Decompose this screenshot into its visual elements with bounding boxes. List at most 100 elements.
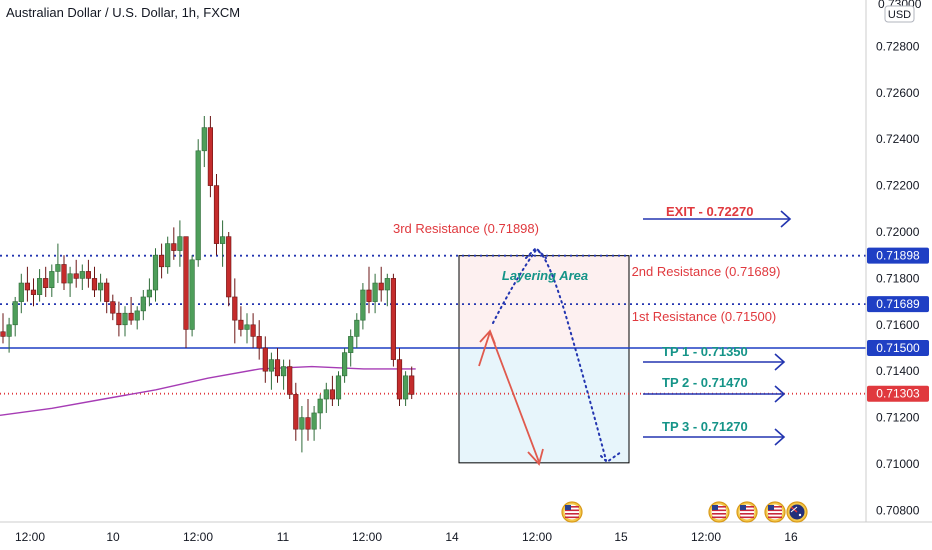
price-tick-label: 0.71600 xyxy=(876,318,920,332)
candle-body xyxy=(189,259,195,330)
flag-stripe xyxy=(740,509,754,512)
candle-body xyxy=(195,150,201,261)
candle-body xyxy=(134,310,140,321)
candle-body xyxy=(323,389,329,400)
price-badges: 0.71898 0.71689 0.71500 0.71303 xyxy=(867,247,929,402)
flag-stripe xyxy=(740,513,754,515)
candle-body xyxy=(152,254,159,291)
candle-body xyxy=(274,359,281,377)
price-badge-r3 xyxy=(867,247,929,264)
candle-body xyxy=(317,398,323,414)
price-scale[interactable]: 0.73000 0.728000.726000.724000.722000.72… xyxy=(865,0,932,550)
time-label: 12:00 xyxy=(15,530,45,544)
candle-body xyxy=(250,324,256,337)
time-label: 11 xyxy=(277,530,290,544)
time-label: 14 xyxy=(445,530,459,544)
chart-title: Australian Dollar / U.S. Dollar, 1h, FXC… xyxy=(6,5,241,20)
time-label: 12:00 xyxy=(352,530,382,544)
price-badge-label-last: 0.71303 xyxy=(876,387,920,401)
price-tick-label: 0.71800 xyxy=(876,271,920,285)
candle-body xyxy=(30,289,37,295)
tp2-label: TP 2 - 0.71470 xyxy=(662,375,748,390)
time-label: 16 xyxy=(784,530,798,544)
tp3-arrow-head xyxy=(774,428,786,446)
candle-body xyxy=(232,296,238,321)
flag-stripe xyxy=(768,506,782,508)
candle-body xyxy=(335,375,342,400)
candle-body xyxy=(12,301,18,326)
candle-body xyxy=(372,282,378,302)
price-badge-label-r3: 0.71898 xyxy=(876,249,920,263)
flag-star xyxy=(798,513,802,517)
scenario-arrows xyxy=(478,210,792,466)
price-tick-label: 0.71400 xyxy=(876,364,920,378)
us-flag-icon[interactable] xyxy=(708,501,730,523)
candle-body xyxy=(43,278,49,288)
currency-badge-box[interactable] xyxy=(884,5,915,23)
flag-canton xyxy=(712,505,718,510)
candle-body xyxy=(348,336,354,353)
candle-body xyxy=(61,264,67,284)
candle-body xyxy=(122,312,128,326)
candle-body xyxy=(244,324,250,330)
candle-body xyxy=(55,264,61,272)
resistance-1-label: 1st Resistance (0.71500) xyxy=(632,309,777,324)
candle-body xyxy=(146,289,153,298)
candle-body xyxy=(85,271,91,279)
price-tick-label: 0.70800 xyxy=(876,503,920,517)
flag-stripe xyxy=(740,506,754,508)
layering-area-label: Layering Area xyxy=(502,268,588,283)
candle-body xyxy=(280,366,287,377)
price-badge-r2 xyxy=(867,296,929,313)
flag-cross xyxy=(790,506,798,513)
tp1-label: TP 1 - 0.71350 xyxy=(662,344,748,359)
tp3-label: TP 3 - 0.71270 xyxy=(662,419,748,434)
flag-stripe xyxy=(712,513,726,515)
currency-badge[interactable]: USD xyxy=(888,9,911,21)
candle-body xyxy=(293,394,299,430)
blue-scenario-path xyxy=(492,248,607,461)
time-label: 12:00 xyxy=(691,530,721,544)
price-badge-r1 xyxy=(867,340,929,356)
candle-body xyxy=(305,417,311,430)
candle-body xyxy=(256,336,262,349)
candle-body xyxy=(341,352,348,377)
resistance-3-label: 3rd Resistance (0.71898) xyxy=(393,221,539,236)
time-label: 12:00 xyxy=(183,530,213,544)
candle-body xyxy=(79,271,85,279)
time-label: 12:00 xyxy=(522,530,552,544)
candle-body xyxy=(384,278,390,291)
candle-body xyxy=(213,185,220,244)
exit-label: EXIT - 0.72270 xyxy=(666,204,753,219)
candle-body xyxy=(329,389,336,400)
candle-body xyxy=(49,271,55,288)
us-flag-icon[interactable] xyxy=(561,501,583,523)
au-flag-icon[interactable] xyxy=(786,501,808,523)
candle-body xyxy=(366,289,372,302)
price-tick-label: 0.72400 xyxy=(876,132,920,146)
red-arrowhead-down xyxy=(527,448,544,466)
moving-average-line xyxy=(0,365,416,416)
us-flag-icon[interactable] xyxy=(764,501,786,523)
flag-stripe xyxy=(768,513,782,515)
candle-body xyxy=(6,324,12,337)
flag-stripe xyxy=(565,509,579,512)
candle-body xyxy=(24,282,31,291)
candle-body xyxy=(73,273,79,279)
flag-canton xyxy=(740,505,746,510)
layering-zone-lower xyxy=(459,348,629,463)
candle-body xyxy=(110,301,116,314)
flag-stripe xyxy=(768,509,782,512)
candle-body xyxy=(220,236,226,244)
time-axis[interactable]: 12:00 10 12:00 11 12:00 14 12:00 15 12:00 16 xyxy=(0,521,932,544)
candle-body xyxy=(287,366,293,395)
candle-body xyxy=(116,312,122,326)
economic-event-flags[interactable] xyxy=(561,501,808,523)
candle-body xyxy=(299,417,305,430)
us-flag-icon[interactable] xyxy=(736,501,758,523)
candle-body xyxy=(67,273,73,284)
candle-body xyxy=(165,243,171,268)
price-ticks: 0.72800 0.72600 0.72400 0.72200 0.72000 0.718… xyxy=(876,39,920,517)
flag-stripe xyxy=(565,516,579,519)
